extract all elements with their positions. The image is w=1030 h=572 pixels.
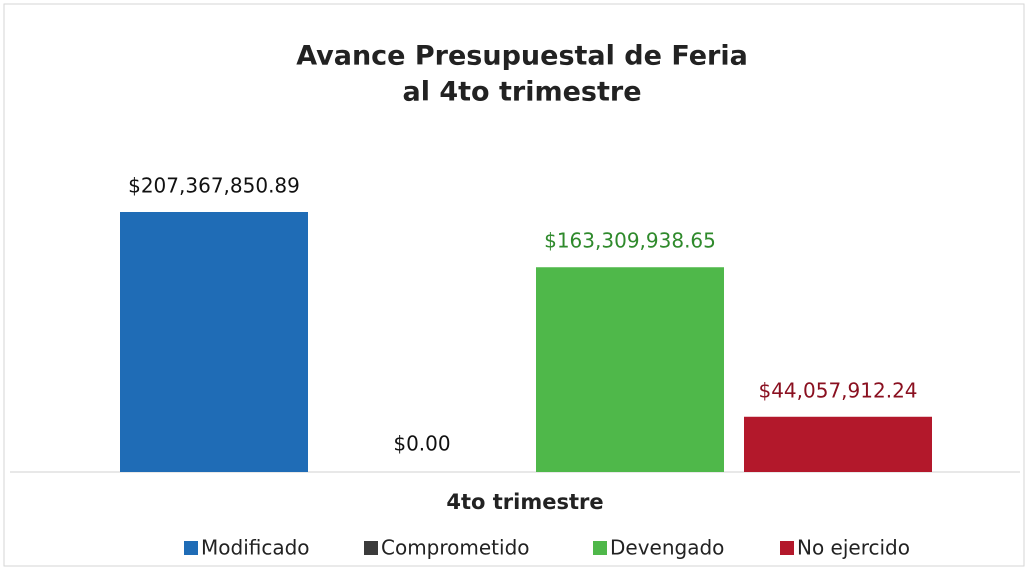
bar — [536, 267, 724, 472]
bar — [744, 416, 932, 472]
legend-swatch — [364, 541, 378, 555]
legend-swatch — [184, 541, 198, 555]
legend-label: Devengado — [610, 536, 724, 560]
value-label: $163,309,938.65 — [544, 229, 716, 253]
value-label: $0.00 — [393, 432, 450, 456]
legend-swatch — [593, 541, 607, 555]
chart-title: al 4to trimestre — [402, 77, 641, 108]
value-label: $207,367,850.89 — [128, 174, 300, 198]
chart-title: Avance Presupuestal de Feria — [296, 41, 748, 72]
x-tick-label: 4to trimestre — [446, 490, 603, 514]
bar — [120, 212, 308, 472]
value-label: $44,057,912.24 — [758, 378, 917, 402]
legend-label: Comprometido — [381, 536, 530, 560]
legend-label: Modificado — [201, 536, 310, 560]
legend-swatch — [780, 541, 794, 555]
legend-label: No ejercido — [797, 536, 910, 560]
